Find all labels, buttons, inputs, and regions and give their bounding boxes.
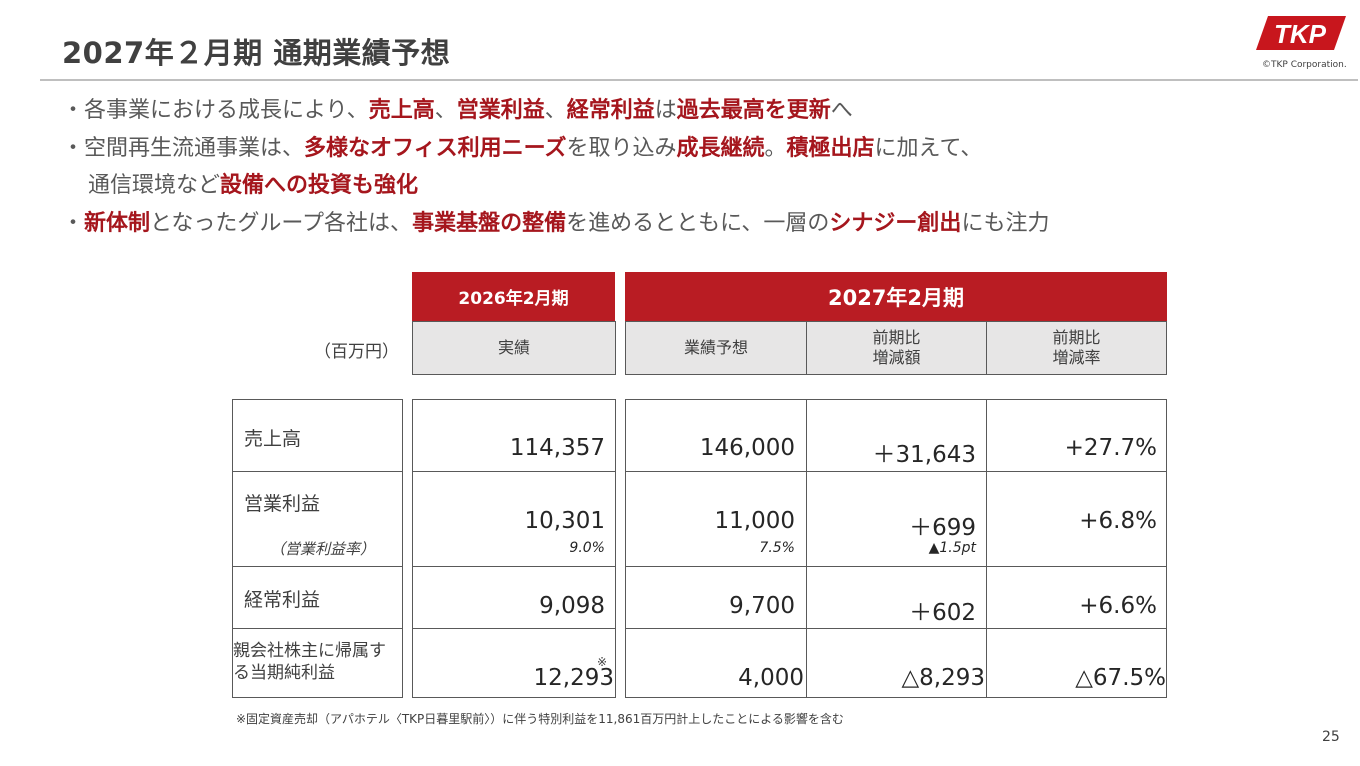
net-income-rate: △67.5% xyxy=(1075,665,1166,691)
page-number: 25 xyxy=(1322,729,1340,745)
tkp-logo: TKP xyxy=(1256,16,1346,50)
bullet-text: にも注力 xyxy=(961,210,1050,236)
row-divider xyxy=(232,471,403,472)
row-divider xyxy=(412,471,616,472)
bullet-text: 、 xyxy=(544,98,567,123)
row-divider xyxy=(232,566,403,567)
bullet-text: 通信環境など xyxy=(88,173,221,198)
operating-margin-forecast: 7.5% xyxy=(759,540,795,556)
bullet-emphasis: 売上高 xyxy=(368,98,435,123)
header-period-prev: 2026年2月期 xyxy=(412,272,615,321)
operating-income-forecast: 11,000 xyxy=(714,508,795,534)
bullet-emphasis: 過去最高を更新 xyxy=(676,98,831,123)
ordinary-income-rate: +6.6% xyxy=(1079,593,1157,619)
bullet-emphasis: 新体制 xyxy=(84,210,151,236)
row-label-net-income: 親会社株主に帰属する当期純利益 xyxy=(233,641,386,683)
sales-rate: +27.7% xyxy=(1064,435,1157,461)
operating-income-diff: ＋699 xyxy=(909,515,976,541)
row-divider xyxy=(412,628,616,629)
sales-diff: ＋31,643 xyxy=(872,442,976,468)
bullet-emphasis: シナジー創出 xyxy=(829,210,962,236)
forecast-columns-frame xyxy=(625,399,1167,698)
row-label-ordinary-income: 経常利益 xyxy=(244,589,321,611)
header-period-next: 2027年2月期 xyxy=(625,272,1167,321)
copyright-text: ©TKP Corporation. xyxy=(1262,60,1347,70)
column-divider xyxy=(806,399,807,698)
bullet-line: ・新体制となったグループ各社は、事業基盤の整備を進めるとともに、一層のシナジー創… xyxy=(62,205,1049,243)
bullet-text: を進めるとともに、一層の xyxy=(566,210,830,236)
bullet-text: となったグループ各社は、 xyxy=(150,210,413,236)
bullet-emphasis: 事業基盤の整備 xyxy=(412,210,567,236)
column-divider xyxy=(986,399,987,698)
row-divider xyxy=(412,566,616,567)
summary-bullets: ・各事業における成長により、売上高、営業利益、経常利益は過去最高を更新へ ・空間再… xyxy=(62,92,1049,242)
bullet-emphasis: 成長継続 xyxy=(676,135,765,161)
net-income-diff: △8,293 xyxy=(901,665,985,691)
header-actual: 実績 xyxy=(412,321,616,375)
row-divider xyxy=(625,628,1167,629)
row-divider xyxy=(625,566,1167,567)
ordinary-income-diff: ＋602 xyxy=(909,600,976,626)
footnote-mark: ※ xyxy=(597,655,608,669)
bullet-line: ・空間再生流通事業は、多様なオフィス利用ニーズを取り込み成長継続。積極出店に加え… xyxy=(62,130,1049,168)
footnote: ※固定資産売却（アパホテル〈TKP日暮里駅前〉）に伴う特別利益を11,861百万… xyxy=(236,712,844,726)
operating-income-rate: +6.8% xyxy=(1079,508,1157,534)
bullet-emphasis: 設備への投資も強化 xyxy=(220,173,419,198)
row-divider xyxy=(232,628,403,629)
ordinary-income-forecast: 9,700 xyxy=(729,593,795,619)
unit-label: （百万円） xyxy=(314,342,399,362)
operating-margin-actual: 9.0% xyxy=(569,540,605,556)
bullet-text: ・各事業における成長により、 xyxy=(62,98,369,123)
bullet-text: ・ xyxy=(62,210,85,236)
header-diff-amount: 前期比 増減額 xyxy=(806,321,987,375)
bullet-text: を取り込み xyxy=(566,135,677,161)
header-diff-rate: 前期比 増減率 xyxy=(986,321,1167,375)
bullet-text: は xyxy=(654,98,677,123)
bullet-text: へ xyxy=(830,98,853,123)
bullet-line: 通信環境など設備への投資も強化 xyxy=(62,167,1049,205)
net-income-forecast: 4,000 xyxy=(738,665,804,691)
svg-text:TKP: TKP xyxy=(1274,19,1327,49)
sales-forecast: 146,000 xyxy=(699,435,795,461)
bullet-emphasis: 営業利益 xyxy=(456,98,545,123)
actual-column-frame xyxy=(412,399,616,698)
operating-margin-diff: ▲1.5pt xyxy=(928,540,976,556)
bullet-text: 、 xyxy=(434,98,457,123)
net-income-actual: 12,293 xyxy=(533,665,614,691)
header-forecast: 業績予想 xyxy=(625,321,807,375)
row-label-sales: 売上高 xyxy=(244,428,302,450)
ordinary-income-actual: 9,098 xyxy=(539,593,605,619)
row-sublabel-operating-margin: （営業利益率） xyxy=(270,540,376,558)
operating-income-actual: 10,301 xyxy=(524,508,605,534)
bullet-text: ・空間再生流通事業は、 xyxy=(62,135,305,161)
row-label-operating-income: 営業利益 xyxy=(244,493,321,515)
bullet-emphasis: 経常利益 xyxy=(566,98,655,123)
page-title: 2027年２月期 通期業績予想 xyxy=(62,36,451,70)
bullet-emphasis: 多様なオフィス利用ニーズ xyxy=(304,135,567,161)
label-column-frame xyxy=(232,399,403,698)
sales-actual: 114,357 xyxy=(509,435,605,461)
bullet-text: 。 xyxy=(764,135,787,161)
row-divider xyxy=(625,471,1167,472)
bullet-text: に加えて、 xyxy=(874,135,983,161)
bullet-line: ・各事業における成長により、売上高、営業利益、経常利益は過去最高を更新へ xyxy=(62,92,1049,130)
title-divider xyxy=(40,79,1358,81)
bullet-emphasis: 積極出店 xyxy=(786,135,875,161)
